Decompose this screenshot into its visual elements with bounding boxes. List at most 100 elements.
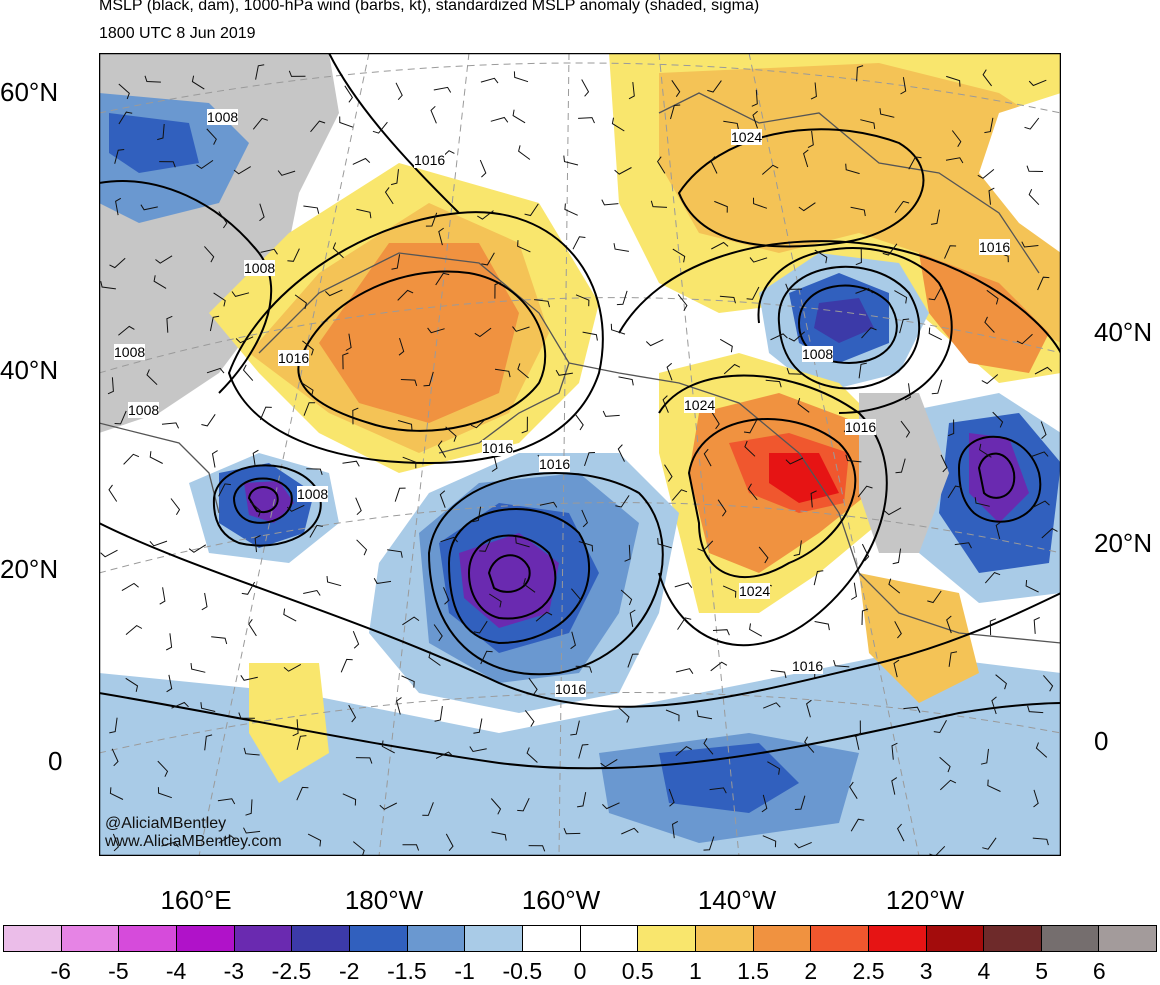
- wind-barb: [217, 798, 236, 805]
- anomaly-region-wpac-low-core: [244, 481, 294, 523]
- wind-barb: [855, 732, 862, 750]
- wind-barb: [879, 108, 895, 118]
- wind-barb: [761, 794, 768, 813]
- colorbar-label: 3: [919, 958, 933, 984]
- wind-barb: [303, 402, 316, 416]
- wind-barb: [1016, 333, 1033, 345]
- wind-barb: [717, 499, 727, 517]
- wind-barb: [946, 615, 952, 634]
- contour-label: 1024: [684, 397, 716, 413]
- wind-barb: [1025, 579, 1039, 593]
- wind-barb: [109, 787, 124, 800]
- wind-barb: [209, 315, 220, 332]
- wind-barb: [948, 419, 955, 437]
- wind-barb: [340, 658, 353, 673]
- coast-arctic-islands: [658, 92, 1040, 274]
- wind-barb: [719, 338, 733, 353]
- wind-barb: [1032, 837, 1049, 846]
- wind-barb: [342, 793, 357, 806]
- wind-barb: [861, 327, 877, 339]
- wind-barb: [987, 779, 1001, 792]
- colorbar-label: 4: [977, 958, 991, 984]
- wind-barb: [260, 248, 278, 255]
- wind-barb: [211, 450, 218, 468]
- wind-barb: [218, 835, 236, 844]
- wind-barb: [112, 833, 119, 852]
- wind-barb: [286, 504, 305, 512]
- wind-barb: [900, 77, 907, 95]
- contour-label: 1024: [731, 129, 763, 145]
- lat-label-40n: 40°N: [0, 355, 59, 385]
- wind-barb: [677, 617, 692, 630]
- wind-barb: [979, 443, 992, 458]
- wind-barb: [252, 117, 268, 130]
- wind-barb: [433, 86, 452, 93]
- graticule: [99, 53, 1061, 856]
- wind-barb: [948, 651, 958, 667]
- wind-barb: [397, 420, 413, 431]
- wind-barb: [989, 618, 997, 636]
- wind-barb: [753, 197, 768, 209]
- isobar-wpac-1: [247, 486, 279, 514]
- lon-label-120w: 120°W: [885, 885, 965, 915]
- wind-barb: [196, 159, 214, 170]
- wind-barb: [121, 582, 139, 592]
- wind-barb: [188, 544, 207, 553]
- isobar-hawaii-1: [487, 554, 531, 593]
- wind-barb: [400, 379, 418, 387]
- wind-barb: [517, 363, 529, 379]
- wind-barb: [439, 490, 446, 508]
- wind-barb: [387, 549, 403, 558]
- colorbar-swatch: [638, 926, 696, 951]
- wind-barb: [435, 272, 450, 286]
- wind-barb: [1024, 117, 1040, 130]
- wind-barb: [767, 761, 781, 775]
- chart-valid-time: 1800 UTC 8 Jun 2019: [99, 25, 256, 42]
- wind-barb: [982, 837, 997, 850]
- wind-barb: [584, 452, 596, 467]
- wind-barb: [833, 659, 850, 668]
- wind-barb: [744, 440, 756, 457]
- wind-barb: [904, 383, 911, 401]
- contour-label: 1008: [207, 109, 239, 125]
- wind-barb: [166, 315, 173, 333]
- wind-barb: [352, 841, 365, 856]
- colorbar-label: 2: [804, 958, 818, 984]
- colorbar: [3, 925, 1157, 952]
- wind-barb: [355, 757, 373, 764]
- grid-lon-160W: [558, 53, 570, 856]
- contour-label: 1016: [539, 456, 571, 472]
- wind-barb: [372, 121, 388, 134]
- wind-barb: [991, 696, 997, 715]
- lat-label-20n-right: 20°N: [1094, 528, 1153, 558]
- wind-barb: [602, 802, 620, 810]
- wind-barb: [474, 327, 492, 338]
- wind-barb: [570, 631, 576, 650]
- wind-barb: [1026, 165, 1044, 172]
- wind-barb: [479, 159, 487, 178]
- colorbar-swatch: [407, 926, 466, 951]
- anomaly-region-sw-gray: [859, 393, 949, 553]
- wind-barb: [786, 367, 804, 375]
- wind-barb: [946, 75, 961, 87]
- wind-barb: [794, 841, 812, 849]
- lon-label-160w: 160°W: [521, 885, 601, 915]
- contour-label: 1024: [739, 583, 771, 599]
- wind-barb: [489, 593, 502, 608]
- wind-barb: [252, 449, 259, 468]
- wind-barb: [491, 831, 507, 841]
- wind-barb: [302, 340, 314, 356]
- colorbar-label: 0: [573, 958, 587, 984]
- colorbar-swatch: [119, 926, 177, 951]
- wind-barb: [398, 337, 405, 356]
- wind-barb: [306, 468, 323, 475]
- colorbar-label: -3: [223, 958, 245, 984]
- wind-barb: [656, 156, 666, 174]
- wind-barb: [645, 339, 664, 347]
- colorbar-swatch: [176, 926, 235, 951]
- wind-barb: [445, 426, 457, 442]
- wind-barb: [1033, 789, 1039, 808]
- wind-barb: [149, 451, 163, 464]
- wind-barb: [954, 542, 972, 549]
- wind-barb: [929, 845, 946, 856]
